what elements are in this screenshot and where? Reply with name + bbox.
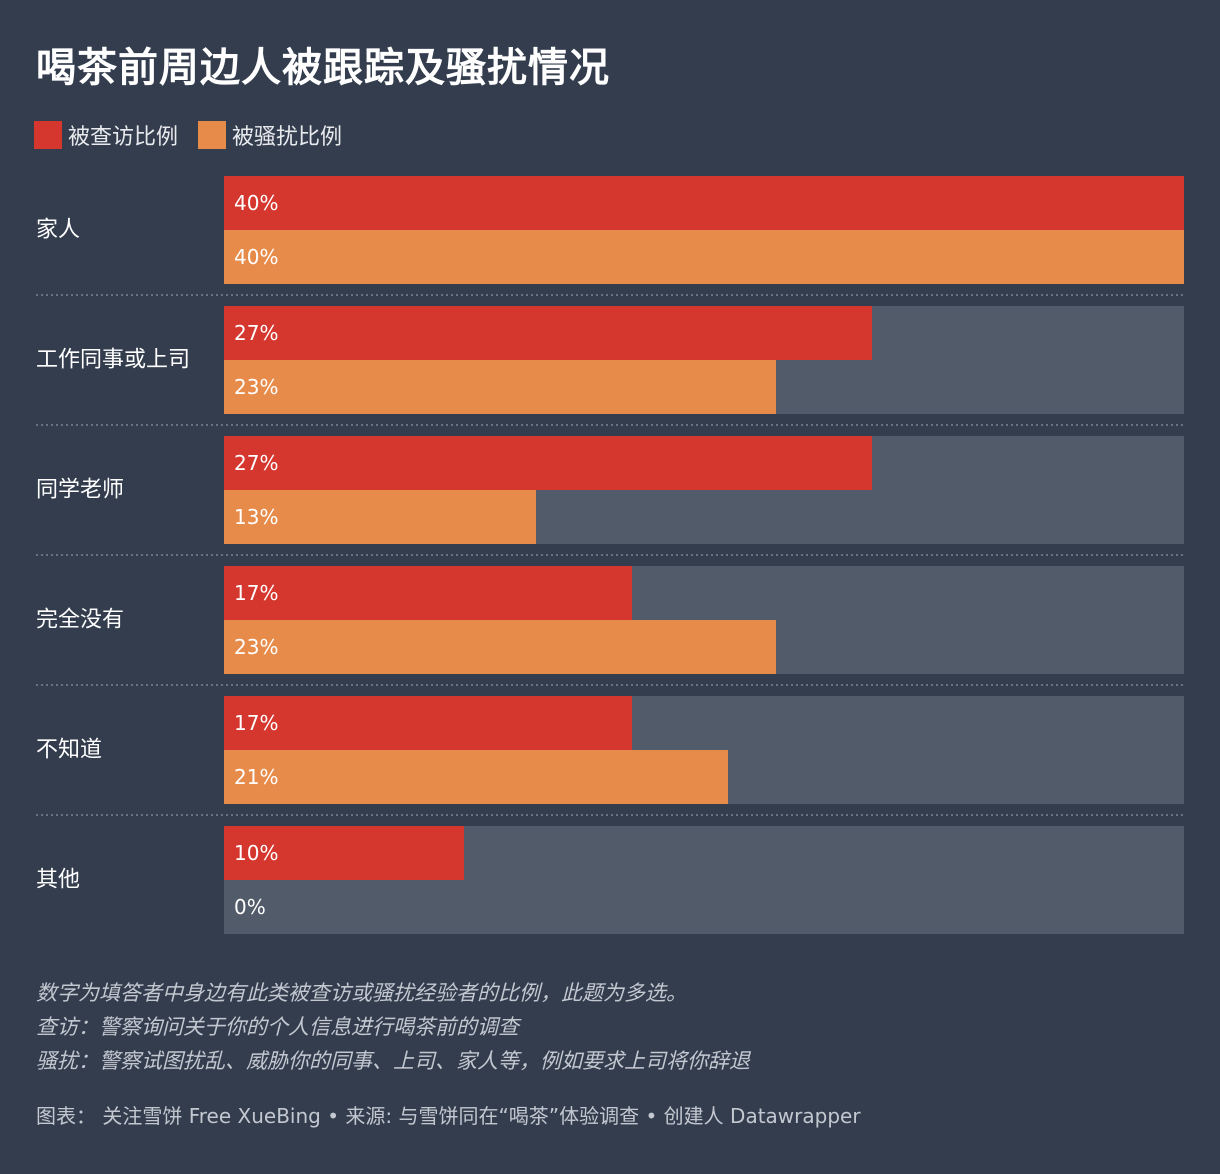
category-label: 工作同事或上司 <box>36 348 190 373</box>
category-label: 同学老师 <box>36 478 124 503</box>
data-label: 17% <box>234 581 278 605</box>
bar-interviewed <box>224 696 632 750</box>
category-label: 其他 <box>36 868 80 893</box>
data-label: 21% <box>234 765 278 789</box>
category-label: 不知道 <box>36 738 102 763</box>
data-label: 27% <box>234 321 278 345</box>
legend: 被查访比例 被骚扰比例 <box>34 118 362 152</box>
bar-harassed <box>224 750 728 804</box>
bar-track <box>224 436 1184 544</box>
data-label: 10% <box>234 841 278 865</box>
bar-track <box>224 826 1184 934</box>
legend-item-harassed: 被骚扰比例 <box>198 119 342 151</box>
category-label: 完全没有 <box>36 608 124 633</box>
data-label: 17% <box>234 711 278 735</box>
bar-interviewed <box>224 566 632 620</box>
chart-notes: 数字为填答者中身边有此类被查访或骚扰经验者的比例，此题为多选。 查访：警察询问关… <box>36 976 1186 1078</box>
bar-harassed <box>224 230 1184 284</box>
bar-harassed <box>224 490 536 544</box>
bar-interviewed <box>224 176 1184 230</box>
legend-swatch-interviewed <box>34 121 62 149</box>
note-line: 数字为填答者中身边有此类被查访或骚扰经验者的比例，此题为多选。 <box>36 981 687 1005</box>
bar-track <box>224 306 1184 414</box>
data-label: 40% <box>234 245 278 269</box>
bar-interviewed <box>224 436 872 490</box>
data-label: 23% <box>234 635 278 659</box>
bar-track <box>224 176 1184 284</box>
note-line: 查访：警察询问关于你的个人信息进行喝茶前的调查 <box>36 1015 519 1039</box>
data-label: 40% <box>234 191 278 215</box>
category-label: 家人 <box>36 218 80 243</box>
data-label: 27% <box>234 451 278 475</box>
bar-interviewed <box>224 826 464 880</box>
legend-label-harassed: 被骚扰比例 <box>232 125 343 150</box>
bar-harassed <box>224 360 776 414</box>
chart-title: 喝茶前周边人被跟踪及骚扰情况 <box>36 45 610 91</box>
note-line: 骚扰：警察试图扰乱、威胁你的同事、上司、家人等，例如要求上司将你辞退 <box>36 1049 750 1073</box>
data-label: 23% <box>234 375 278 399</box>
legend-item-interviewed: 被查访比例 <box>34 119 178 151</box>
data-label: 0% <box>234 895 266 919</box>
chart-credits: 图表： 关注雪饼 Free XueBing • 来源: 与雪饼同在“喝茶”体验调… <box>36 1104 861 1128</box>
bar-interviewed <box>224 306 872 360</box>
bar-track <box>224 566 1184 674</box>
bar-harassed <box>224 620 776 674</box>
data-label: 13% <box>234 505 278 529</box>
bar-track <box>224 696 1184 804</box>
legend-label-interviewed: 被查访比例 <box>68 125 179 150</box>
legend-swatch-harassed <box>198 121 227 149</box>
